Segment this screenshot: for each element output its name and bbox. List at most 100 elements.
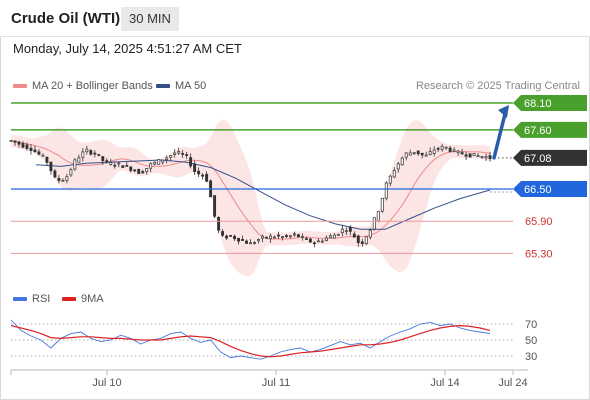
candle [193, 160, 197, 175]
timeframe-button[interactable]: 30 MIN [121, 7, 179, 31]
support-label: 65.30 [525, 248, 553, 260]
candle-body [472, 153, 476, 156]
candle [57, 175, 61, 184]
rsi-ma-label: 9MA [81, 293, 104, 305]
rsi-tick-label: 50 [525, 335, 537, 347]
candle [109, 158, 113, 166]
candle-body [21, 143, 25, 148]
candle [209, 179, 213, 198]
candle [484, 153, 488, 161]
candle-body [237, 237, 240, 242]
pivot-label: 66.50 [524, 184, 552, 196]
candle [221, 228, 225, 238]
rsi-line [10, 319, 491, 360]
candle [488, 151, 492, 162]
candle [137, 168, 141, 174]
candle-body [292, 233, 296, 236]
candle [344, 227, 348, 236]
candle-body [193, 163, 197, 172]
candle-body [253, 242, 256, 244]
rsi-tick-label: 70 [525, 319, 537, 331]
candle-body [408, 152, 412, 156]
candle-body [464, 154, 468, 157]
candle [376, 210, 380, 223]
x-tick-label: Jul 14 [430, 377, 459, 389]
candle-body [277, 234, 280, 237]
candle [360, 238, 364, 247]
candle-body [241, 239, 244, 241]
candle-body [424, 154, 428, 157]
candle-body [69, 169, 73, 176]
candle [432, 146, 436, 157]
candle-body [169, 155, 173, 158]
candle-body [185, 154, 189, 156]
candle-body [25, 144, 29, 149]
candle [392, 167, 396, 179]
candle [105, 158, 109, 164]
bollinger-swatch [13, 84, 27, 89]
candle [269, 233, 272, 243]
candle-body [416, 150, 420, 155]
candle-body [81, 151, 85, 158]
candle-body [348, 227, 352, 232]
candle [49, 161, 53, 175]
projection-arrowhead [498, 105, 509, 119]
candle-body [288, 235, 292, 238]
candle-body [225, 235, 229, 239]
candle-body [316, 240, 320, 243]
rsi-swatch [13, 297, 27, 302]
candle-body [340, 228, 344, 234]
candle-body [468, 153, 472, 158]
candle-body [269, 235, 272, 240]
candle-body [73, 159, 77, 170]
candle-body [61, 179, 65, 182]
candle-body [368, 229, 372, 238]
candle [340, 224, 344, 237]
candle-body [161, 159, 165, 163]
candle [352, 231, 356, 238]
candle-body [109, 162, 113, 165]
candle [169, 154, 173, 162]
candle [464, 151, 468, 161]
candle-body [356, 235, 360, 244]
candle-body [440, 145, 444, 150]
candle-body [149, 163, 153, 169]
candle [396, 161, 400, 173]
candle [416, 150, 420, 156]
candle-body [33, 149, 37, 153]
resistance-label: 68.10 [524, 98, 552, 110]
candle-body [400, 157, 404, 166]
candle [181, 150, 185, 158]
candle [277, 231, 280, 240]
candle [29, 144, 33, 155]
bollinger-label: MA 20 + Bollinger Bands [32, 80, 153, 92]
candle [296, 234, 300, 238]
candle [288, 235, 292, 239]
candle [440, 143, 444, 152]
legend-rsi: RSI [13, 293, 50, 305]
candle-body [448, 147, 452, 152]
research-credit: Research © 2025 Trading Central [415, 80, 580, 92]
candle-body [257, 239, 260, 242]
candle [77, 154, 81, 163]
candle [364, 236, 368, 246]
candle [25, 142, 29, 151]
candle [233, 234, 236, 241]
legend-bollinger: MA 20 + Bollinger Bands [13, 80, 153, 92]
candle [300, 233, 304, 241]
resistance-tag [513, 121, 587, 138]
candle [356, 234, 360, 247]
candle-body [444, 146, 448, 149]
candle [412, 152, 416, 155]
candle-body [452, 149, 456, 152]
candle [273, 235, 276, 239]
candle [9, 139, 13, 142]
candle [41, 153, 45, 157]
rsi-tick-label: 30 [525, 351, 537, 363]
candle [420, 152, 424, 159]
candle [428, 147, 432, 156]
candle [129, 165, 133, 173]
candle-body [273, 236, 276, 239]
candle-body [364, 236, 368, 245]
candle [336, 233, 340, 236]
